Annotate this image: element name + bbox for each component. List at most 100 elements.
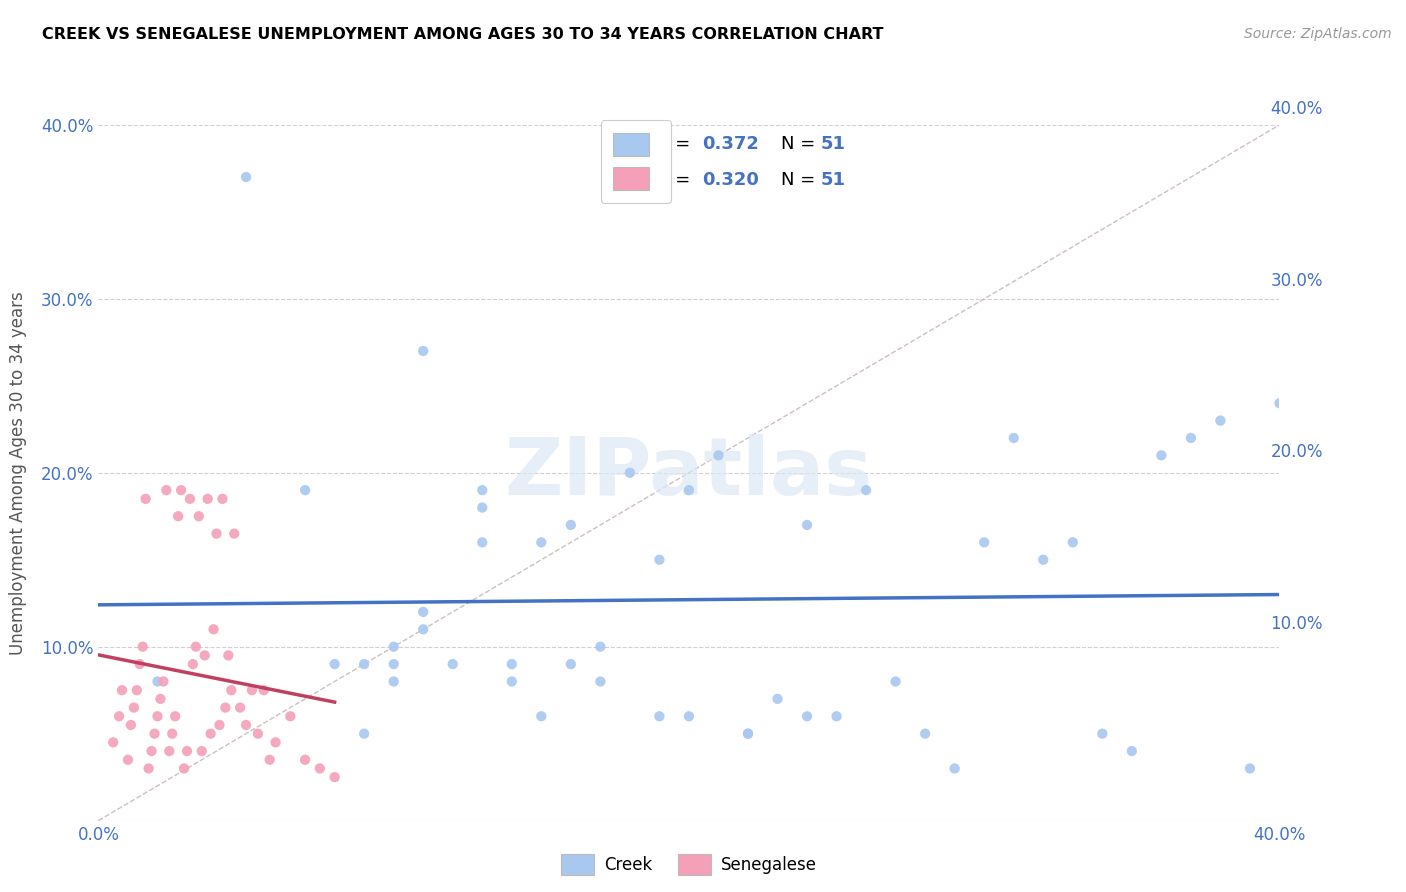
Point xyxy=(546,649,568,664)
Point xyxy=(627,615,650,630)
Point xyxy=(368,735,391,749)
Point xyxy=(1118,718,1140,732)
Point xyxy=(228,460,250,475)
Point xyxy=(437,632,460,647)
Point xyxy=(263,624,285,638)
Point xyxy=(342,683,364,698)
Point xyxy=(222,666,245,681)
Point xyxy=(845,683,868,698)
Point xyxy=(232,701,254,715)
Point xyxy=(290,503,312,517)
Point xyxy=(271,598,294,612)
Point xyxy=(179,709,201,723)
Point xyxy=(655,443,678,458)
Y-axis label: Unemployment Among Ages 30 to 34 years: Unemployment Among Ages 30 to 34 years xyxy=(10,268,27,632)
Point xyxy=(219,649,242,664)
Point xyxy=(1199,392,1222,406)
Point xyxy=(322,727,344,741)
Point xyxy=(1254,375,1277,389)
Text: 51: 51 xyxy=(842,117,866,135)
Point xyxy=(194,692,217,706)
Text: ZIPatlas: ZIPatlas xyxy=(537,411,904,490)
Point xyxy=(235,683,257,698)
Point xyxy=(217,701,239,715)
Point xyxy=(307,658,329,673)
Point xyxy=(519,460,541,475)
Text: R =: R = xyxy=(692,153,730,170)
Point xyxy=(600,632,623,647)
Point xyxy=(214,718,236,732)
Point xyxy=(252,632,274,647)
Point xyxy=(1173,409,1195,423)
Point xyxy=(281,675,304,690)
Point xyxy=(301,692,323,706)
Point xyxy=(546,632,568,647)
Point xyxy=(1091,701,1114,715)
Point xyxy=(184,683,207,698)
Point xyxy=(519,512,541,526)
Point xyxy=(710,683,733,698)
Point xyxy=(276,692,298,706)
Point xyxy=(818,495,841,509)
Text: 0.372: 0.372 xyxy=(733,117,790,135)
Point xyxy=(382,744,405,758)
Point xyxy=(219,683,242,698)
Point xyxy=(287,658,309,673)
Point xyxy=(225,649,247,664)
Point xyxy=(519,478,541,492)
Point xyxy=(627,649,650,664)
Point xyxy=(312,701,335,715)
Point xyxy=(260,718,283,732)
Point xyxy=(295,675,318,690)
Point xyxy=(437,615,460,630)
Point xyxy=(191,727,214,741)
Point xyxy=(600,495,623,509)
Text: N =: N = xyxy=(806,117,846,135)
Point xyxy=(269,701,291,715)
Text: N =: N = xyxy=(806,153,846,170)
Point xyxy=(1036,529,1059,543)
Point xyxy=(1227,735,1250,749)
Point xyxy=(710,460,733,475)
Point xyxy=(240,460,263,475)
Point xyxy=(266,469,288,483)
Point xyxy=(382,632,405,647)
Point xyxy=(955,735,977,749)
Point xyxy=(278,469,301,483)
Point xyxy=(202,632,225,647)
Text: 51: 51 xyxy=(842,153,866,170)
Point xyxy=(257,486,280,500)
Point xyxy=(246,718,269,732)
Point xyxy=(737,426,759,441)
Point xyxy=(243,735,266,749)
Point xyxy=(301,152,323,166)
Point xyxy=(818,683,841,698)
Point xyxy=(409,632,432,647)
Point xyxy=(211,735,233,749)
Point xyxy=(205,615,228,630)
Text: 0.320: 0.320 xyxy=(733,153,790,170)
Point xyxy=(464,323,486,337)
Text: CREEK VS SENEGALESE UNEMPLOYMENT AMONG AGES 30 TO 34 YEARS CORRELATION CHART: CREEK VS SENEGALESE UNEMPLOYMENT AMONG A… xyxy=(42,27,884,42)
Point xyxy=(763,701,786,715)
Point xyxy=(318,658,340,673)
Point xyxy=(763,701,786,715)
Point xyxy=(1010,409,1032,423)
Legend: Creek, Senegalese: Creek, Senegalese xyxy=(586,820,855,855)
Point xyxy=(492,632,515,647)
Point xyxy=(356,460,378,475)
Point xyxy=(1063,512,1085,526)
Text: Source: ZipAtlas.com: Source: ZipAtlas.com xyxy=(1244,27,1392,41)
Point xyxy=(574,683,596,698)
Point xyxy=(873,460,896,475)
Point xyxy=(197,675,219,690)
Point xyxy=(464,581,486,595)
Point xyxy=(231,718,253,732)
Point xyxy=(238,486,260,500)
Point xyxy=(574,512,596,526)
Point xyxy=(900,649,922,664)
Point xyxy=(464,598,486,612)
Point xyxy=(981,512,1004,526)
Point xyxy=(274,503,297,517)
Point xyxy=(208,469,231,483)
